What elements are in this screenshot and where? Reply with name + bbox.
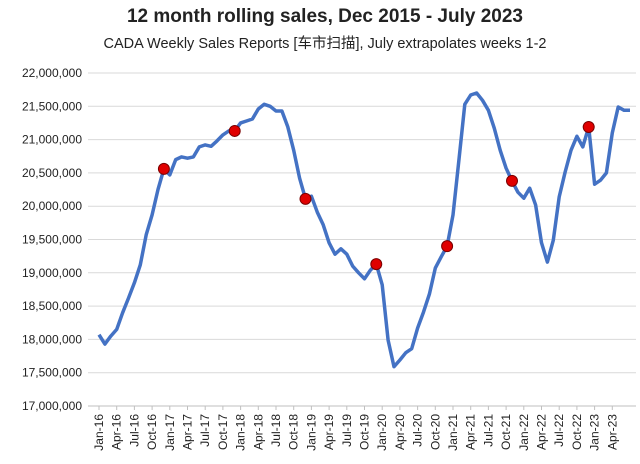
highlight-point xyxy=(441,240,454,253)
x-tick-label: Jul-21 xyxy=(481,414,495,447)
x-tick-label: Jul-17 xyxy=(198,414,212,447)
chart-subtitle: CADA Weekly Sales Reports [车市扫描], July e… xyxy=(104,35,547,52)
highlight-point xyxy=(506,174,518,187)
y-tick-label: 17,000,000 xyxy=(22,399,82,413)
x-tick-label: Apr-16 xyxy=(110,414,124,450)
x-tick-label: Apr-23 xyxy=(605,414,619,450)
y-tick-label: 20,000,000 xyxy=(22,199,82,213)
sales-line xyxy=(97,91,630,369)
x-tick-label: Jan-19 xyxy=(304,414,318,451)
highlight-point xyxy=(299,192,312,205)
x-tick-label: Oct-16 xyxy=(145,414,159,450)
y-tick-label: 21,000,000 xyxy=(22,133,82,147)
x-tick-label: Oct-17 xyxy=(216,414,230,450)
y-tick-label: 18,500,000 xyxy=(22,299,82,313)
y-tick-label: 19,000,000 xyxy=(22,266,82,280)
x-tick-label: Jan-18 xyxy=(234,414,248,451)
x-tick-label: Oct-21 xyxy=(499,414,513,450)
y-tick-label: 19,500,000 xyxy=(22,233,82,247)
x-tick-label: Apr-19 xyxy=(322,414,336,450)
x-tick-label: Jan-22 xyxy=(517,414,531,451)
x-tick-label: Jan-20 xyxy=(375,414,389,451)
chart-title: 12 month rolling sales, Dec 2015 - July … xyxy=(127,6,523,27)
x-tick-label: Jul-22 xyxy=(552,414,566,447)
x-tick-label: Apr-20 xyxy=(393,414,407,450)
y-tick-label: 22,000,000 xyxy=(22,66,82,80)
y-tick-label: 21,500,000 xyxy=(22,99,82,113)
y-tick-label: 18,000,000 xyxy=(22,332,82,346)
x-tick-label: Oct-19 xyxy=(358,414,372,450)
x-tick-label: Jan-21 xyxy=(446,414,460,451)
x-tick-label: Oct-18 xyxy=(287,414,301,450)
x-tick-label: Apr-18 xyxy=(251,414,265,450)
x-tick-label: Apr-21 xyxy=(464,414,478,450)
highlight-point xyxy=(582,120,595,133)
x-tick-label: Apr-17 xyxy=(181,414,195,450)
x-tick-label: Jul-18 xyxy=(269,414,283,447)
highlight-point xyxy=(228,124,241,137)
y-tick-label: 17,500,000 xyxy=(22,366,82,380)
x-tick-label: Jul-19 xyxy=(340,414,354,447)
highlight-point xyxy=(157,162,170,175)
highlight-point xyxy=(370,258,383,271)
x-tick-label: Jan-16 xyxy=(92,414,106,451)
y-tick-label: 20,500,000 xyxy=(22,166,82,180)
x-tick-label: Apr-22 xyxy=(535,414,549,450)
x-tick-label: Oct-20 xyxy=(428,414,442,450)
x-tick-label: Jul-20 xyxy=(411,414,425,447)
x-tick-label: Jan-17 xyxy=(163,414,177,451)
x-tick-label: Oct-22 xyxy=(570,414,584,450)
x-tick-label: Jan-23 xyxy=(588,414,602,451)
x-tick-label: Jul-16 xyxy=(127,414,141,447)
